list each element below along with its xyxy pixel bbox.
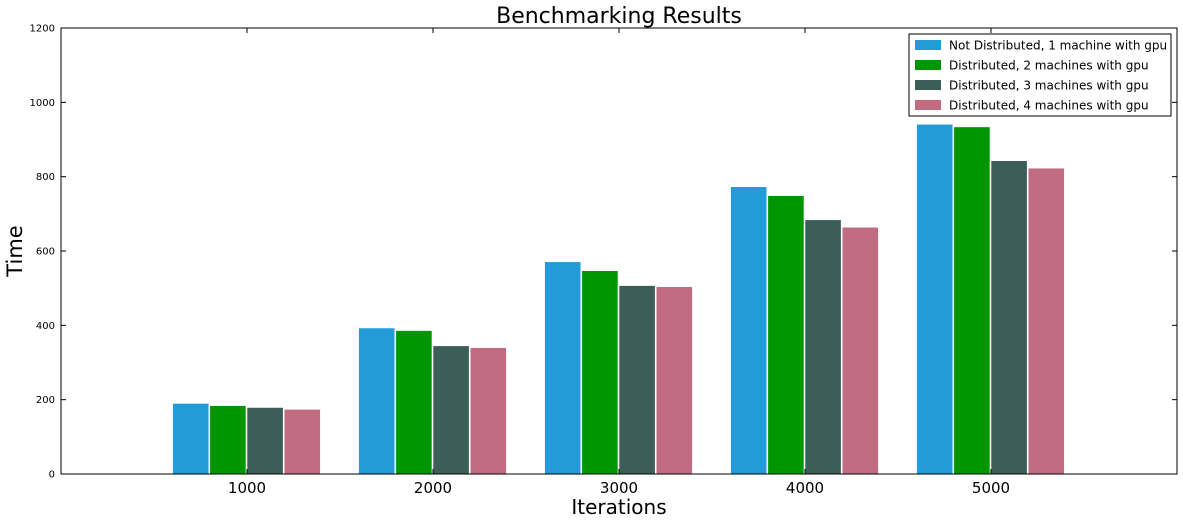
bar-5000-series-3 bbox=[990, 160, 1028, 475]
legend-swatch bbox=[915, 80, 941, 90]
bar-5000-series-2 bbox=[953, 126, 991, 475]
bar-1000-series-1 bbox=[172, 403, 210, 475]
y-tick-label: 1000 bbox=[30, 98, 55, 109]
x-tick-label: 2000 bbox=[414, 479, 452, 497]
bar-5000-series-4 bbox=[1027, 167, 1065, 475]
bar-4000-series-1 bbox=[730, 186, 768, 475]
bar-3000-series-1 bbox=[544, 261, 582, 475]
plot-frame bbox=[60, 27, 1178, 475]
bar-3000-series-3 bbox=[618, 285, 656, 475]
bar-3000-series-4 bbox=[655, 286, 693, 475]
chart-title: Benchmarking Results bbox=[496, 4, 742, 29]
bar-2000-series-2 bbox=[395, 330, 433, 475]
bar-4000-series-3 bbox=[804, 219, 842, 475]
bar-5000-series-1 bbox=[916, 123, 954, 475]
bar-1000-series-2 bbox=[209, 405, 247, 475]
y-axis-label: Time bbox=[3, 225, 27, 277]
x-axis-label: Iterations bbox=[571, 495, 666, 519]
bar-4000-series-2 bbox=[767, 195, 805, 475]
x-tick-label: 5000 bbox=[972, 479, 1010, 497]
x-tick-label: 3000 bbox=[600, 479, 638, 497]
legend-swatch bbox=[915, 60, 941, 70]
x-tick-label: 4000 bbox=[786, 479, 824, 497]
bar-1000-series-3 bbox=[246, 407, 284, 475]
legend-swatch bbox=[915, 40, 941, 50]
legend: Not Distributed, 1 machine with gpu Distr… bbox=[908, 33, 1172, 117]
axes-group: 0 200 400 600 800 1000 1200 1000 2000 3000 4000 500… bbox=[30, 24, 1177, 497]
y-tick-label: 600 bbox=[36, 247, 55, 258]
y-tick-label: 1200 bbox=[30, 24, 55, 35]
legend-label: Distributed, 2 machines with gpu bbox=[949, 59, 1149, 73]
x-tick-label: 1000 bbox=[228, 479, 266, 497]
y-tick-label: 400 bbox=[36, 321, 55, 332]
y-tick-label: 800 bbox=[36, 172, 55, 183]
legend-label: Distributed, 4 machines with gpu bbox=[949, 99, 1149, 113]
bar-2000-series-1 bbox=[358, 327, 396, 475]
legend-frame bbox=[908, 33, 1172, 117]
legend-label: Distributed, 3 machines with gpu bbox=[949, 79, 1149, 93]
y-tick-label: 0 bbox=[49, 470, 55, 481]
legend-swatch bbox=[915, 100, 941, 110]
bar-1000-series-4 bbox=[283, 409, 321, 475]
bar-3000-series-2 bbox=[581, 270, 619, 475]
y-tick-label: 200 bbox=[36, 395, 55, 406]
bar-2000-series-4 bbox=[469, 347, 507, 475]
bar-2000-series-3 bbox=[432, 345, 470, 475]
legend-label: Not Distributed, 1 machine with gpu bbox=[949, 39, 1167, 53]
bars-group bbox=[172, 123, 1065, 475]
bar-4000-series-4 bbox=[841, 226, 879, 475]
